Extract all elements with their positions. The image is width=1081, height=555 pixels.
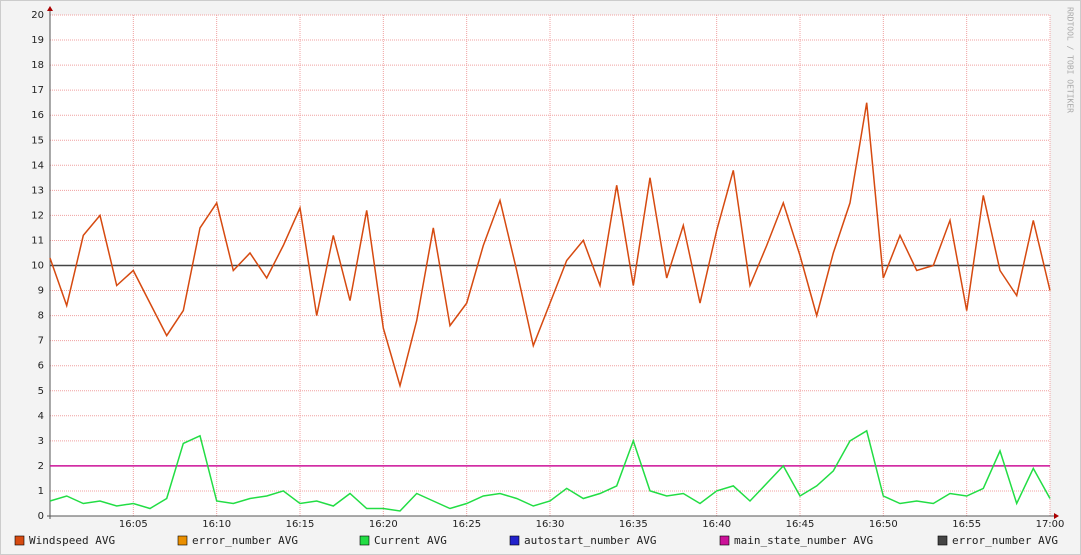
- x-tick-label: 16:30: [536, 519, 565, 530]
- legend-label: Current AVG: [374, 534, 447, 547]
- watermark: RRDTOOL / TOBI OETIKER: [1066, 7, 1075, 113]
- legend-label: error_number AVG: [192, 534, 298, 547]
- x-tick-label: 16:15: [286, 519, 315, 530]
- y-tick-label: 7: [38, 336, 44, 347]
- y-tick-label: 20: [31, 10, 44, 21]
- x-tick-label: 16:45: [786, 519, 815, 530]
- y-tick-label: 15: [31, 135, 44, 146]
- y-tick-label: 3: [38, 436, 44, 447]
- legend-swatch: [937, 535, 948, 546]
- y-tick-label: 13: [31, 185, 44, 196]
- legend-swatch: [509, 535, 520, 546]
- axis-arrow: [1054, 513, 1059, 519]
- x-tick-label: 16:35: [619, 519, 648, 530]
- legend-label: autostart_number AVG: [524, 534, 656, 547]
- y-tick-label: 12: [31, 210, 44, 221]
- x-tick-label: 16:55: [952, 519, 981, 530]
- x-tick-label: 16:05: [119, 519, 148, 530]
- y-tick-label: 8: [38, 311, 44, 322]
- x-tick-label: 16:50: [869, 519, 898, 530]
- x-tick-label: 16:25: [452, 519, 481, 530]
- y-tick-label: 19: [31, 35, 44, 46]
- x-tick-label: 16:40: [702, 519, 731, 530]
- y-tick-label: 4: [38, 411, 44, 422]
- y-tick-label: 18: [31, 60, 44, 71]
- y-tick-label: 0: [38, 511, 44, 522]
- legend-label: main_state_number AVG: [734, 534, 873, 547]
- y-tick-label: 14: [31, 160, 44, 171]
- x-tick-label: 17:00: [1036, 519, 1065, 530]
- x-tick-label: 16:10: [202, 519, 231, 530]
- series-line: [49, 102, 1051, 389]
- y-tick-label: 6: [38, 361, 44, 372]
- x-tick-label: 16:20: [369, 519, 398, 530]
- y-tick-label: 16: [31, 110, 44, 121]
- legend-swatch: [14, 535, 25, 546]
- y-tick-label: 17: [31, 85, 44, 96]
- legend-swatch: [719, 535, 730, 546]
- axis-arrow: [47, 6, 53, 11]
- legend-swatch: [359, 535, 370, 546]
- y-tick-label: 10: [31, 261, 44, 272]
- legend-label: Windspeed AVG: [29, 534, 115, 547]
- series-line: [49, 429, 1051, 512]
- y-tick-label: 1: [38, 486, 44, 497]
- y-tick-label: 9: [38, 286, 44, 297]
- y-tick-label: 2: [38, 461, 44, 472]
- y-tick-label: 11: [31, 235, 44, 246]
- legend-label: error_number AVG: [952, 534, 1058, 547]
- legend-swatch: [177, 535, 188, 546]
- y-tick-label: 5: [38, 386, 44, 397]
